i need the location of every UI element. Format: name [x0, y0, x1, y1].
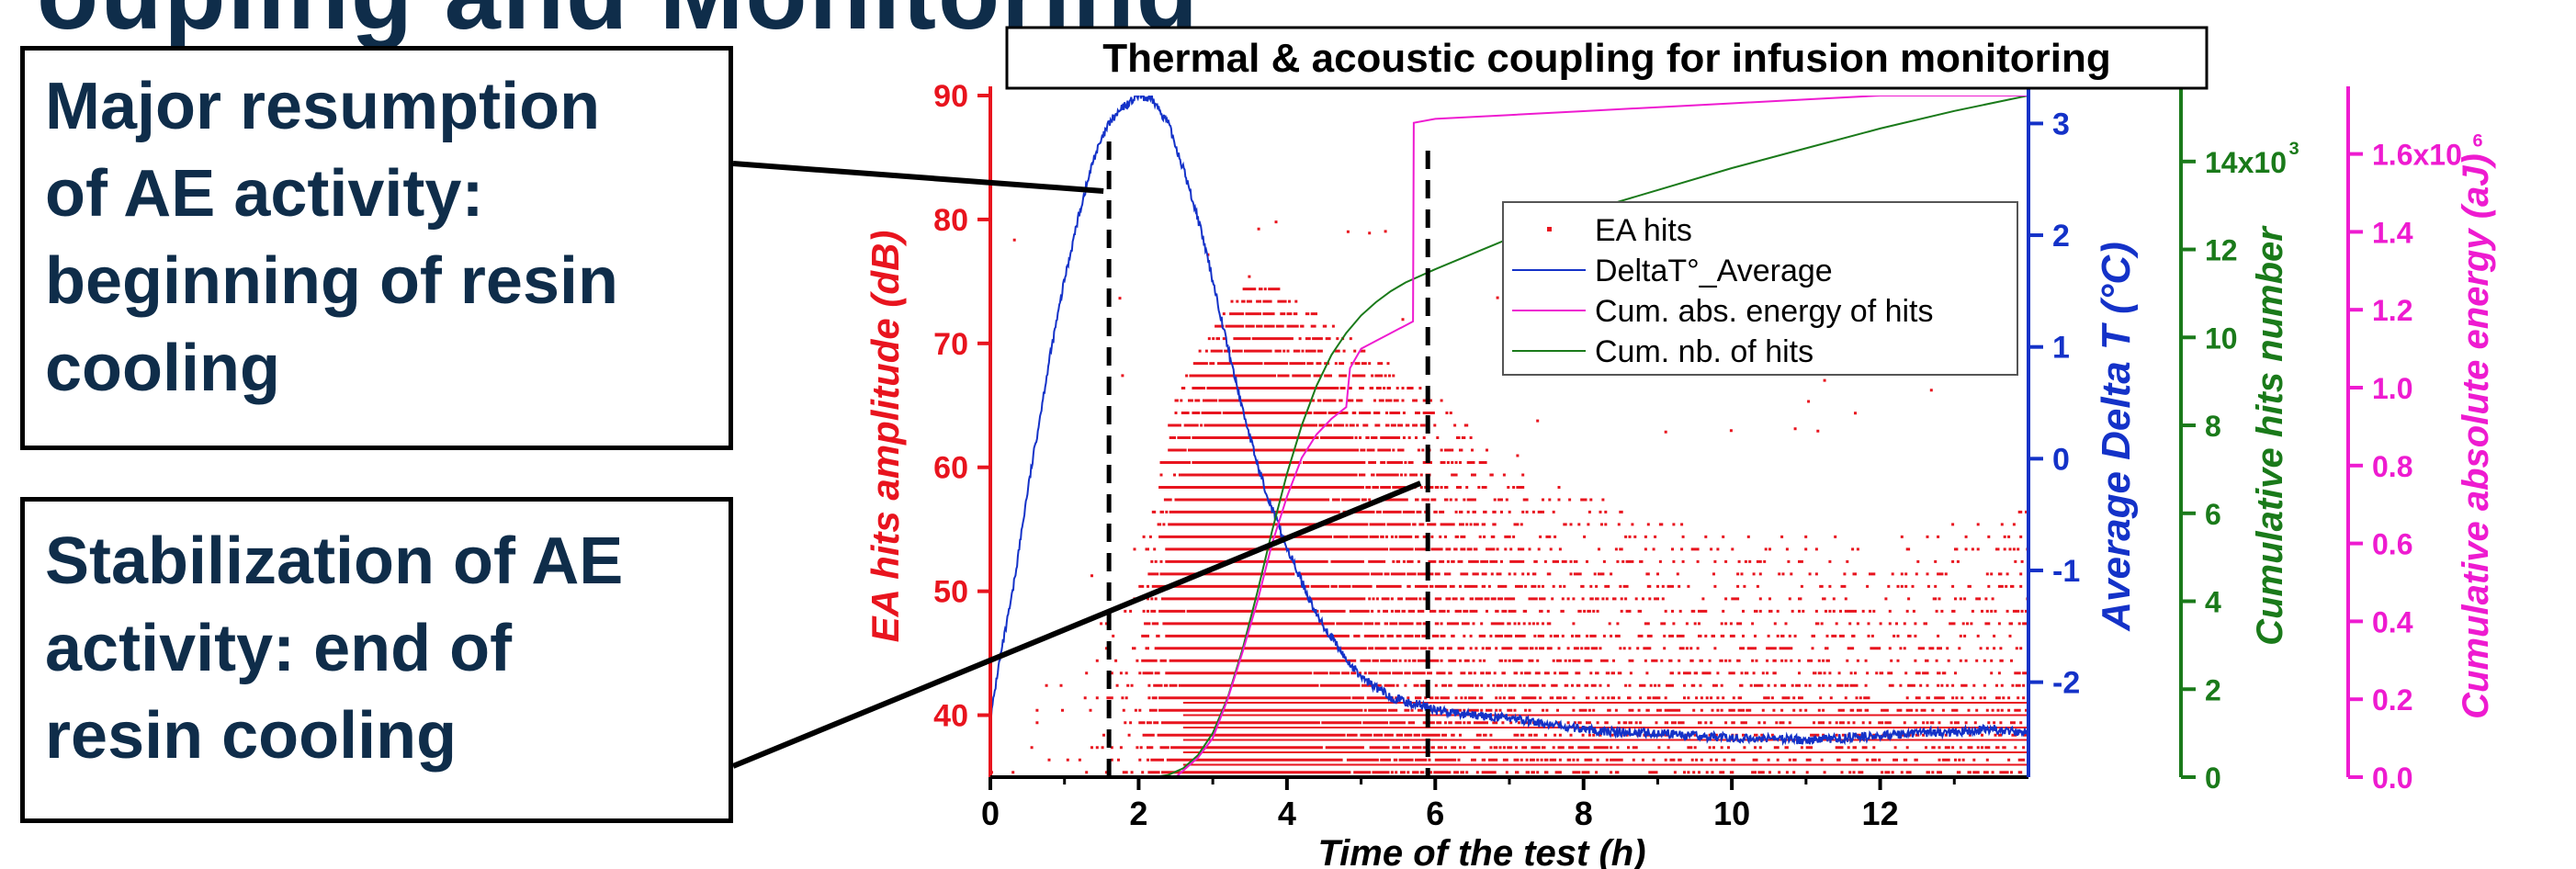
callout-line: beginning of resin: [45, 244, 618, 319]
callout-line: cooling: [45, 332, 280, 406]
hits-tick-label: 2: [2205, 673, 2221, 706]
energy-tick-label: 0.2: [2372, 683, 2412, 717]
deltaT-tick-label: 1: [2052, 331, 2070, 366]
energy-tick-label: 1.0: [2372, 372, 2412, 405]
hits-tick-label: 10: [2205, 322, 2238, 355]
legend-entry-label: Cum. abs. energy of hits: [1595, 294, 1934, 329]
hits-tick-label: 12: [2205, 234, 2238, 267]
legend-box: [1502, 201, 2018, 376]
hits-tick-label: 8: [2205, 410, 2221, 443]
callout-arrows: [731, 161, 1422, 769]
legend: EA hits DeltaT°_Average Cum. abs. energy o…: [1502, 201, 2018, 376]
series-line-deltaT: [990, 96, 2028, 746]
series-line-hits: [990, 96, 2028, 777]
energy-tick-label: 0.0: [2372, 762, 2412, 795]
series-lines: [990, 96, 2028, 777]
deltaT-tick-label: 0: [2052, 442, 2070, 477]
callout-line: Major resumption: [45, 70, 601, 143]
callout-box-stabilization: Stabilization of AE activity: end of res…: [20, 497, 733, 823]
amplitude-tick-label: 90: [933, 79, 968, 114]
amplitude-tick-label: 70: [933, 327, 968, 362]
energy-tick-label: 0.6: [2372, 528, 2412, 561]
callout-line: activity: end of: [45, 612, 513, 686]
callout-line: of AE activity:: [45, 157, 484, 231]
x-tick-label: 4: [1278, 795, 1296, 832]
x-tick-label: 6: [1426, 795, 1444, 832]
hits-tick-label: 0: [2205, 762, 2221, 795]
ea-hit-points: [990, 209, 2028, 774]
legend-marker: [1547, 227, 1552, 231]
callout-box-resumption: Major resumption of AE activity: beginni…: [20, 46, 733, 450]
x-axis-label: Time of the test (h): [1317, 833, 1645, 869]
hits-tick-label: 6: [2205, 498, 2221, 531]
deltaT-tick-label: 2: [2052, 219, 2070, 254]
amplitude-tick-label: 40: [933, 699, 968, 734]
callout-line: resin cooling: [45, 699, 458, 773]
x-tick-label: 2: [1129, 795, 1147, 832]
series-line-energy: [990, 96, 2028, 777]
amplitude-tick-label: 80: [933, 203, 968, 238]
deltaT-tick-label: 3: [2052, 107, 2070, 141]
deltaT-tick-label: -2: [2052, 666, 2080, 701]
energy-tick-label: 1.2: [2372, 294, 2412, 327]
callout-arrow-1: [732, 161, 1104, 194]
hits-tick-label: 14x10: [2205, 146, 2287, 179]
legend-entry-label: DeltaT°_Average: [1595, 254, 1833, 288]
annotation-lines: [1106, 141, 1430, 777]
energy-tick-label: 1.4: [2372, 216, 2413, 249]
hits-tick-label: 4: [2205, 586, 2221, 619]
deltaT-tick-label: -1: [2052, 554, 2080, 589]
amplitude-axis-label: EA hits amplitude (dB): [864, 231, 907, 643]
energy-exponent: 6: [2473, 131, 2483, 152]
chart-title-box: [1005, 26, 2209, 90]
x-tick-label: 8: [1575, 795, 1593, 832]
amplitude-tick-label: 50: [933, 575, 968, 610]
energy-tick-label: 0.8: [2372, 450, 2412, 483]
hits-axis-label: Cumulative hits number: [2250, 225, 2290, 646]
chart-title-group: Thermal & acoustic coupling for infusion…: [1005, 26, 2209, 90]
legend-entry-label: EA hits: [1595, 213, 1692, 248]
slide-heading: oupling and Monitoring: [37, 0, 1200, 52]
callout-arrow-2: [731, 480, 1422, 769]
x-tick-label: 12: [1862, 795, 1899, 832]
energy-axis-label: Cumulative absolute energy (aJ): [2456, 153, 2496, 719]
callout-line: Stabilization of AE: [45, 525, 624, 598]
deltaT-axis-label: Average Delta T (°C): [2094, 242, 2139, 631]
hits-exponent: 3: [2289, 139, 2299, 159]
legend-entry-label: Cum. nb. of hits: [1595, 334, 1813, 369]
x-tick-label: 10: [1713, 795, 1750, 832]
ea-hits-scatter: [990, 209, 2028, 774]
chart-title: Thermal & acoustic coupling for infusion…: [1102, 36, 2111, 81]
energy-tick-label: 0.4: [2372, 605, 2413, 638]
energy-tick-label: 1.6x10: [2372, 139, 2462, 172]
amplitude-tick-label: 60: [933, 451, 968, 486]
x-tick-label: 0: [981, 795, 1000, 832]
